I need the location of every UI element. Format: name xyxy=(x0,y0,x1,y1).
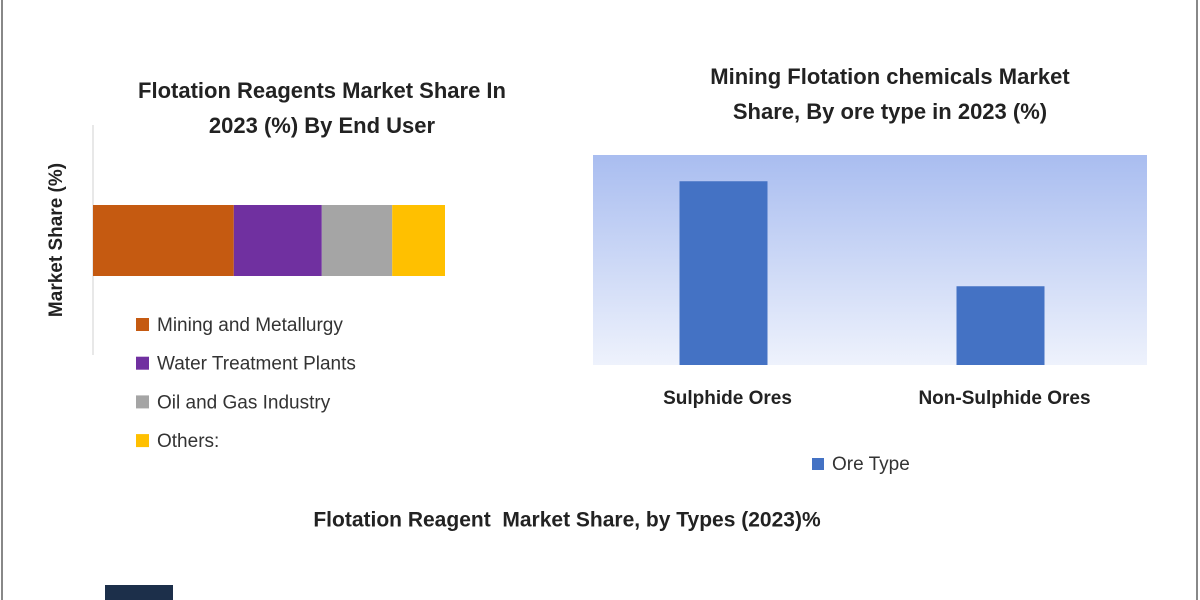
bar-segment xyxy=(392,205,445,276)
logo xyxy=(105,585,173,600)
legend-label: Ore Type xyxy=(832,454,910,475)
y-axis-label: Market Share (%) xyxy=(46,163,67,317)
bar-segment xyxy=(321,205,393,276)
bar-segment xyxy=(233,205,322,276)
legend-swatch xyxy=(136,434,149,448)
x-tick-label: Non-Sulphide Ores xyxy=(918,388,1090,409)
bar xyxy=(956,286,1045,365)
legend-label: Water Treatment Plants xyxy=(157,354,356,375)
chart-title: Share, By ore type in 2023 (%) xyxy=(733,99,1047,124)
footer-title: Flotation Reagent Market Share, by Types… xyxy=(313,509,821,532)
chart-title: Flotation Reagents Market Share In xyxy=(138,78,506,103)
plot-area xyxy=(593,155,1147,365)
x-tick-label: Sulphide Ores xyxy=(663,388,792,409)
legend-swatch xyxy=(136,318,149,331)
legend-label: Mining and Metallurgy xyxy=(157,315,343,336)
legend-label: Others: xyxy=(157,431,219,452)
chart-title: 2023 (%) By End User xyxy=(209,113,436,138)
chart-title: Mining Flotation chemicals Market xyxy=(710,64,1070,89)
legend-swatch xyxy=(136,356,149,370)
bar xyxy=(679,181,768,365)
legend-swatch xyxy=(812,458,824,470)
legend-label: Oil and Gas Industry xyxy=(157,392,331,413)
legend-swatch xyxy=(136,395,149,409)
bar-segment xyxy=(93,205,234,276)
